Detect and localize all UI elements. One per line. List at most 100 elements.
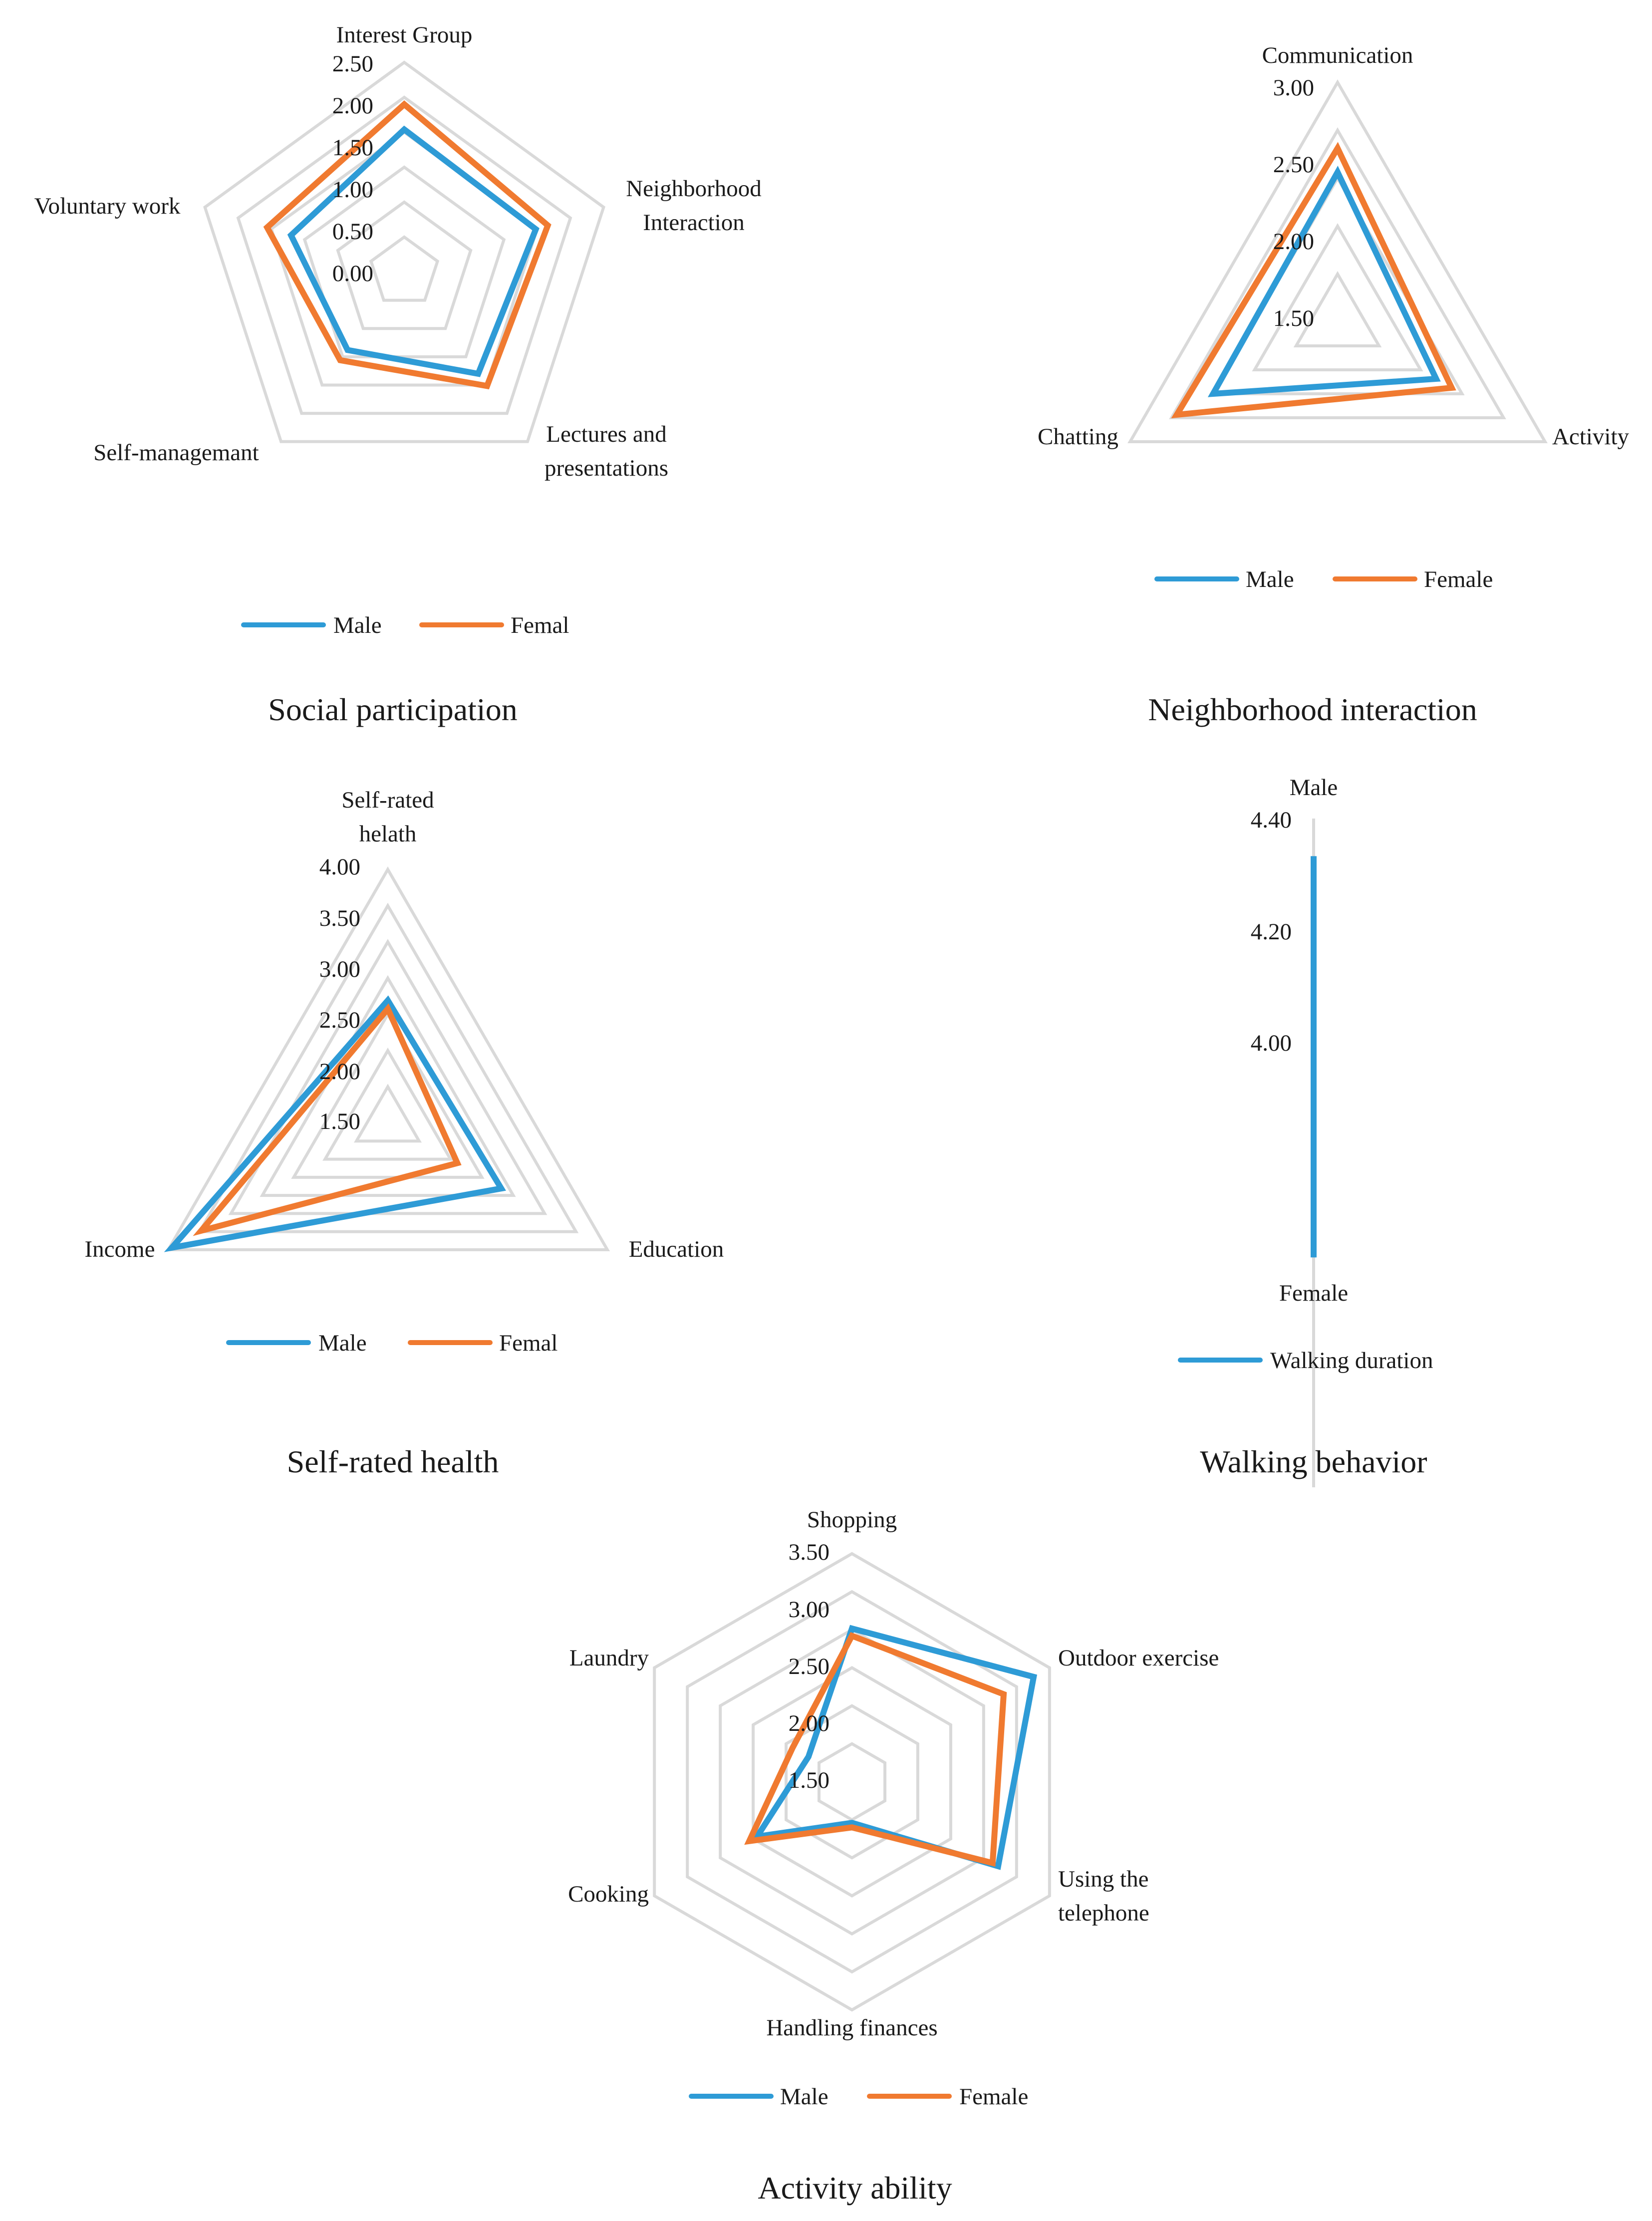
axis-labels: Shopping Outdoor exercise Using the telep… <box>568 1507 1219 2041</box>
chart-walking-behavior: 4.00 4.20 4.40 Male Female Walking durat… <box>1178 775 1433 1487</box>
chart-title: Neighborhood interaction <box>1148 692 1477 727</box>
legend: Male Female <box>1154 566 1493 592</box>
axis-label-self-management: Self-managemant <box>93 440 259 466</box>
tick-label: 3.00 <box>319 956 360 982</box>
grid-ring <box>752 1666 952 1898</box>
legend: Male Femal <box>226 1330 557 1356</box>
grid-ring <box>228 939 548 1215</box>
grid-ring <box>203 60 605 443</box>
grid-ring <box>818 1742 886 1822</box>
chart-title: Activity ability <box>758 2170 952 2206</box>
legend: Male Femal <box>241 612 569 638</box>
axis-label-outdoor-exercise: Outdoor exercise <box>1058 1645 1219 1671</box>
axis-label-lectures-presentations: Lectures and presentations <box>545 421 668 481</box>
axis-labels: Interest Group Neighborhood Interaction L… <box>34 22 762 481</box>
axis-label-interest-group: Interest Group <box>336 22 473 48</box>
tick-label: 2.50 <box>319 1007 360 1033</box>
tick-labels: 1.50 2.00 2.50 3.00 3.50 4.00 <box>319 854 360 1134</box>
legend: Walking duration <box>1178 1348 1433 1374</box>
tick-label: 2.50 <box>789 1654 829 1679</box>
tick-label: 0.00 <box>332 261 373 286</box>
radar-series <box>263 100 551 390</box>
tick-label: 2.50 <box>1273 152 1314 178</box>
axis-label-neighborhood-interaction: Neighborhood Interaction <box>626 176 762 236</box>
radar-series <box>744 1625 1038 1870</box>
chart-social-participation: 0.00 0.50 1.00 1.50 2.00 2.50 Interest G… <box>34 22 762 727</box>
axis-label-self-rated-health: Self-rated helath <box>341 787 434 847</box>
tick-label: 2.50 <box>332 51 373 77</box>
series-line-female <box>1171 142 1456 419</box>
grid-ring <box>1169 127 1506 419</box>
radar-series <box>1171 142 1456 419</box>
legend-label-walking-duration: Walking duration <box>1270 1348 1433 1374</box>
tick-label: 2.00 <box>789 1710 829 1736</box>
axis-label-activity: Activity <box>1552 424 1630 450</box>
axis-label-laundry: Laundry <box>569 1645 649 1671</box>
axis-labels: Self-rated helath Education Income <box>85 787 724 1262</box>
grid-ring <box>322 1047 453 1161</box>
legend-label-female: Femal <box>511 612 569 638</box>
radar-grid <box>203 60 605 443</box>
grid-ring <box>369 235 440 302</box>
chart-title: Social participation <box>268 692 517 727</box>
grid-ring <box>1293 271 1382 347</box>
grid-ring <box>197 902 579 1233</box>
grid-ring <box>719 1628 985 1936</box>
series-line-male <box>164 995 506 1252</box>
grid-ring <box>291 1011 485 1179</box>
grid-ring <box>165 866 610 1251</box>
tick-label: 2.00 <box>1273 229 1314 255</box>
grid-ring <box>686 1590 1018 1974</box>
axis-label-chatting: Chatting <box>1038 424 1118 450</box>
tick-label: 2.00 <box>332 93 373 119</box>
chart-title: Self-rated health <box>287 1444 499 1479</box>
tick-label: 3.00 <box>1273 75 1314 101</box>
tick-label: 2.00 <box>319 1059 360 1085</box>
grid-ring <box>236 95 572 415</box>
grid-ring <box>653 1552 1051 2012</box>
radar-grid <box>1127 79 1548 443</box>
radar-grid <box>653 1552 1051 2012</box>
series-line-female <box>744 1632 1007 1867</box>
axis-label-using-telephone: Using the telephone <box>1058 1866 1149 1926</box>
legend-label-male: Male <box>318 1330 367 1356</box>
tick-labels: 1.50 2.00 2.50 3.00 3.50 <box>789 1539 829 1793</box>
grid-ring <box>302 165 506 358</box>
axis-label-communication: Communication <box>1262 42 1413 68</box>
axis-label-female: Female <box>1279 1280 1348 1306</box>
legend-label-male: Male <box>1246 566 1294 592</box>
tick-labels: 1.50 2.00 2.50 3.00 <box>1273 75 1314 331</box>
axis-labels: Male Female <box>1279 775 1348 1306</box>
legend: Male Female <box>689 2084 1028 2110</box>
chart-title: Walking behavior <box>1200 1444 1427 1479</box>
tick-label: 3.00 <box>789 1597 829 1623</box>
axis-label-cooking: Cooking <box>568 1881 649 1907</box>
tick-label: 4.00 <box>319 854 360 880</box>
legend-label-female: Femal <box>499 1330 557 1356</box>
legend-label-male: Male <box>333 612 382 638</box>
radar-series <box>164 995 506 1252</box>
tick-labels: 4.00 4.20 4.40 <box>1251 807 1292 1056</box>
tick-label: 3.50 <box>319 905 360 931</box>
tick-label: 3.50 <box>789 1539 829 1565</box>
radar-grid <box>165 866 610 1251</box>
legend-label-female: Female <box>959 2084 1028 2110</box>
chart-self-rated-health: 1.50 2.00 2.50 3.00 3.50 4.00 Self-rated… <box>85 787 724 1479</box>
chart-activity-ability: 1.50 2.00 2.50 3.00 3.50 Shopping Outdoo… <box>568 1507 1219 2206</box>
axis-label-shopping: Shopping <box>807 1507 897 1533</box>
grid-ring <box>354 1084 422 1143</box>
tick-label: 1.50 <box>319 1109 360 1134</box>
series-line-femal <box>193 1003 462 1236</box>
axis-label-voluntary-work: Voluntary work <box>34 193 181 219</box>
series-line-femal <box>263 100 551 390</box>
axis-label-handling-finances: Handling finances <box>766 2015 937 2041</box>
axis-label-income: Income <box>85 1236 155 1262</box>
grid-ring <box>1127 79 1548 443</box>
grid-ring <box>336 200 473 330</box>
legend-label-male: Male <box>780 2084 828 2110</box>
series-line-male <box>287 125 540 377</box>
tick-label: 0.50 <box>332 219 373 245</box>
chart-neighborhood-interaction: 1.50 2.00 2.50 3.00 Communication Activi… <box>1038 42 1629 727</box>
tick-label: 4.40 <box>1251 807 1292 833</box>
